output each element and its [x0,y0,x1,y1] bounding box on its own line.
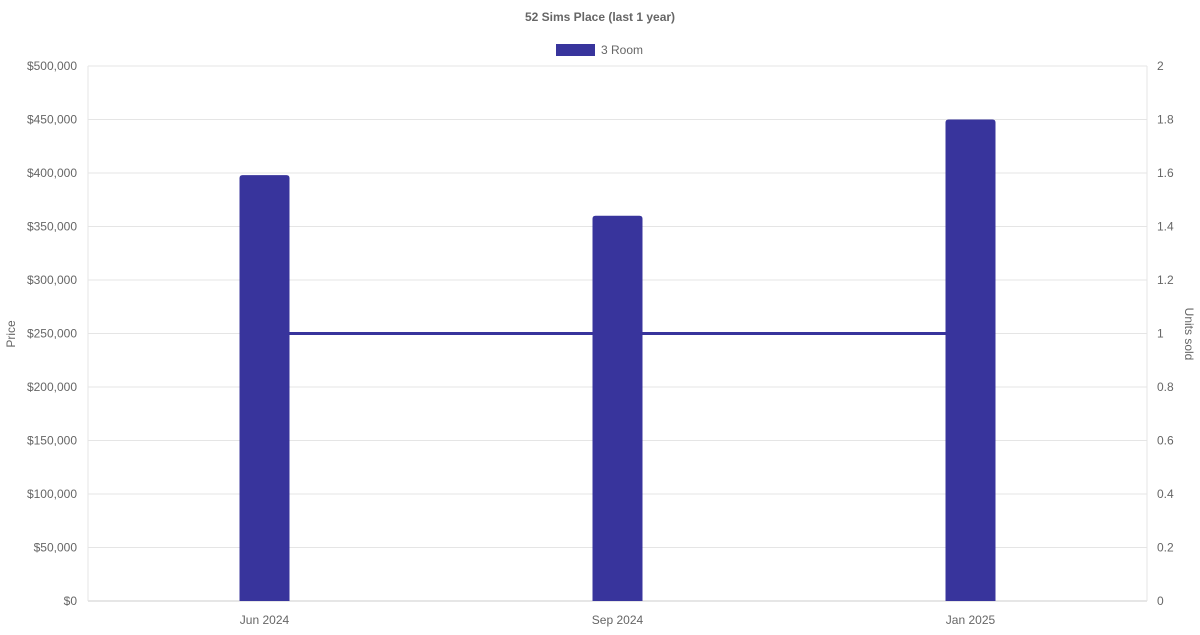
y-tick-label: $500,000 [27,59,77,73]
y-tick-label: $400,000 [27,166,77,180]
x-tick-label: Jan 2025 [946,613,996,627]
legend-swatch [556,44,595,56]
y2-tick-label: 0 [1157,594,1164,608]
y-tick-label: $250,000 [27,327,77,341]
legend[interactable]: 3 Room [556,43,643,57]
bar [945,119,996,601]
x-tick-label: Jun 2024 [240,613,290,627]
chart-title: 52 Sims Place (last 1 year) [525,10,675,24]
y2-tick-label: 1.2 [1157,273,1174,287]
y-tick-label: $300,000 [27,273,77,287]
y-axis-label: Price [4,320,18,348]
y2-tick-label: 2 [1157,59,1164,73]
y2-tick-label: 0.2 [1157,541,1174,555]
y2-tick-label: 0.8 [1157,380,1174,394]
y-tick-label: $150,000 [27,434,77,448]
legend-label: 3 Room [601,43,643,57]
y2-tick-label: 0.4 [1157,487,1174,501]
y-tick-label: $0 [64,594,78,608]
y-tick-label: $450,000 [27,113,77,127]
y2-axis-label: Units sold [1182,308,1196,361]
y2-tick-label: 1.6 [1157,166,1174,180]
y-tick-label: $100,000 [27,487,77,501]
y2-tick-label: 1.8 [1157,113,1174,127]
y-tick-label: $350,000 [27,220,77,234]
y-tick-label: $200,000 [27,380,77,394]
y-tick-label: $50,000 [34,541,78,555]
x-tick-label: Sep 2024 [592,613,644,627]
y2-tick-label: 0.6 [1157,434,1174,448]
y2-tick-label: 1 [1157,327,1164,341]
bar [239,175,290,601]
bar [592,215,643,602]
y2-tick-label: 1.4 [1157,220,1174,234]
